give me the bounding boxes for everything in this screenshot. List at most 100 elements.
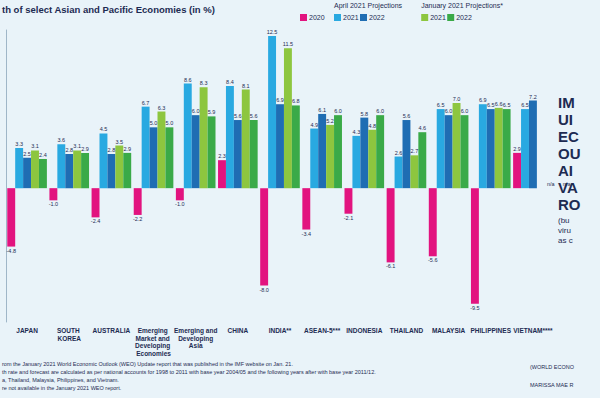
svg-text:5.6: 5.6 (403, 113, 411, 119)
svg-text:2.9: 2.9 (81, 146, 89, 152)
svg-text:VA: VA (558, 179, 578, 196)
svg-text:6.0: 6.0 (461, 108, 469, 114)
svg-text:MALAYSIA: MALAYSIA (432, 327, 466, 334)
svg-text:2.7: 2.7 (411, 148, 419, 154)
svg-text:-4.8: -4.8 (6, 248, 15, 254)
svg-text:4.5: 4.5 (100, 126, 108, 132)
svg-text:6.7: 6.7 (142, 100, 150, 106)
svg-text:2022: 2022 (369, 14, 385, 21)
svg-text:5.8: 5.8 (360, 111, 368, 117)
svg-text:2.5: 2.5 (23, 151, 31, 157)
svg-text:(WORLD ECONO: (WORLD ECONO (530, 364, 575, 370)
svg-text:-2.4: -2.4 (91, 218, 100, 224)
svg-text:2.8: 2.8 (65, 147, 73, 153)
svg-text:-1.0: -1.0 (175, 201, 184, 207)
svg-text:-9.5: -9.5 (470, 305, 479, 311)
svg-text:MARISSA MAE R: MARISSA MAE R (530, 382, 573, 388)
svg-text:5.0: 5.0 (150, 120, 158, 126)
svg-text:5.2: 5.2 (326, 118, 334, 124)
svg-text:11.5: 11.5 (283, 41, 293, 47)
svg-text:3.1: 3.1 (73, 143, 81, 149)
svg-text:4.6: 4.6 (418, 125, 426, 131)
svg-text:SOUTH: SOUTH (57, 327, 82, 334)
svg-text:3.6: 3.6 (57, 137, 65, 143)
svg-text:re not available in the Januar: re not available in the January 2021 WEO… (2, 385, 122, 391)
svg-text:3.3: 3.3 (15, 141, 23, 147)
svg-text:INDIA**: INDIA** (269, 327, 292, 334)
svg-text:-2.2: -2.2 (133, 216, 142, 222)
svg-text:RO: RO (558, 196, 581, 213)
svg-text:THAILAND: THAILAND (390, 327, 424, 334)
svg-text:2.8: 2.8 (108, 147, 116, 153)
svg-text:6.0: 6.0 (334, 108, 342, 114)
svg-text:EC: EC (558, 128, 579, 145)
svg-text:6.5: 6.5 (437, 102, 445, 108)
svg-text:OU: OU (558, 145, 581, 162)
svg-text:2.6: 2.6 (395, 150, 403, 156)
svg-text:2022: 2022 (456, 14, 472, 21)
svg-text:th rate and forecast are calcu: th rate and forecast are calculated as p… (2, 369, 376, 375)
svg-text:Economies: Economies (136, 350, 171, 357)
svg-text:January 2021 Projections*: January 2021 Projections* (421, 2, 503, 10)
svg-text:2.3: 2.3 (218, 153, 226, 159)
svg-text:6.8: 6.8 (292, 98, 300, 104)
svg-text:6.6: 6.6 (495, 101, 503, 107)
svg-text:7.2: 7.2 (529, 94, 537, 100)
svg-text:-1.0: -1.0 (49, 201, 58, 207)
svg-text:PHILIPPINES: PHILIPPINES (471, 327, 512, 334)
svg-text:th of select Asian and Pacific: th of select Asian and Pacific Economies… (2, 4, 215, 15)
svg-text:AI: AI (558, 162, 573, 179)
svg-text:3.1: 3.1 (31, 143, 39, 149)
svg-text:6.9: 6.9 (276, 97, 284, 103)
svg-text:6.5: 6.5 (521, 102, 529, 108)
svg-text:6.1: 6.1 (318, 107, 326, 113)
svg-text:5.9: 5.9 (208, 109, 216, 115)
svg-text:7.0: 7.0 (453, 96, 461, 102)
svg-text:rom the January 2021 World Eco: rom the January 2021 World Economic Outl… (2, 361, 293, 367)
svg-text:8.6: 8.6 (184, 77, 192, 83)
svg-text:KOREA: KOREA (57, 335, 81, 342)
svg-text:5.6: 5.6 (250, 113, 258, 119)
svg-text:5.6: 5.6 (234, 113, 242, 119)
svg-text:VIETNAM****: VIETNAM**** (513, 327, 553, 334)
svg-text:n/a: n/a (563, 181, 572, 187)
svg-text:-5.6: -5.6 (428, 257, 437, 263)
svg-text:2.9: 2.9 (123, 146, 131, 152)
svg-text:ASEAN-5***: ASEAN-5*** (304, 327, 341, 334)
svg-text:2021: 2021 (430, 14, 446, 21)
svg-text:Market and: Market and (135, 335, 171, 342)
svg-text:as c: as c (558, 236, 573, 245)
svg-text:INDONESIA: INDONESIA (346, 327, 382, 334)
svg-text:5.0: 5.0 (166, 120, 174, 126)
svg-text:6.9: 6.9 (479, 97, 487, 103)
svg-text:2020: 2020 (309, 14, 325, 21)
svg-text:Asia: Asia (189, 342, 203, 349)
svg-text:JAPAN: JAPAN (16, 327, 38, 334)
svg-text:-6.1: -6.1 (386, 263, 395, 269)
svg-text:a, Thailand, Malaysia, Philipp: a, Thailand, Malaysia, Philippines, and … (2, 377, 119, 383)
svg-text:IM: IM (558, 94, 575, 111)
svg-text:-2.1: -2.1 (344, 215, 353, 221)
svg-text:viru: viru (558, 226, 571, 235)
svg-text:2021: 2021 (343, 14, 359, 21)
svg-text:6.0: 6.0 (376, 108, 384, 114)
svg-text:-8.0: -8.0 (259, 287, 268, 293)
svg-text:12.5: 12.5 (267, 29, 278, 35)
svg-text:3.5: 3.5 (115, 139, 123, 145)
svg-text:6.5: 6.5 (487, 102, 495, 108)
svg-text:8.1: 8.1 (242, 83, 250, 89)
svg-text:n/a: n/a (547, 181, 556, 187)
svg-text:CHINA: CHINA (228, 327, 249, 334)
svg-text:8.4: 8.4 (226, 79, 234, 85)
svg-text:6.3: 6.3 (158, 105, 166, 111)
svg-text:-3.4: -3.4 (302, 231, 311, 237)
svg-text:AUSTRALIA: AUSTRALIA (93, 327, 131, 334)
svg-text:6.0: 6.0 (192, 108, 200, 114)
svg-text:4.3: 4.3 (353, 129, 361, 135)
svg-text:6.5: 6.5 (503, 102, 511, 108)
svg-text:2.9: 2.9 (513, 146, 521, 152)
svg-text:2.4: 2.4 (39, 152, 47, 158)
svg-text:4.8: 4.8 (368, 123, 376, 129)
svg-text:April 2021 Projections: April 2021 Projections (334, 2, 403, 10)
svg-text:UI: UI (558, 111, 573, 128)
